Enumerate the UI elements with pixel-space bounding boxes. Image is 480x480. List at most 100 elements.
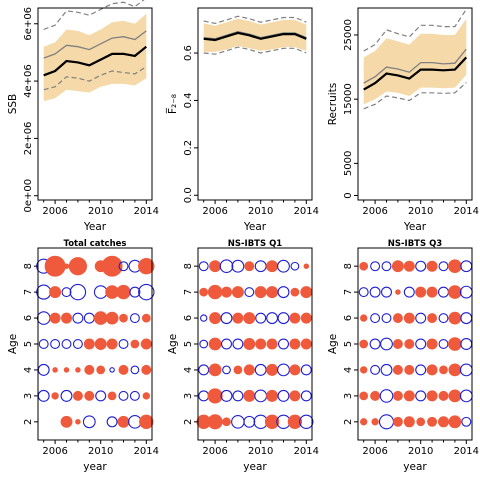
bubble-age6-2010 — [255, 312, 267, 324]
bubble-age7-2014 — [300, 286, 313, 299]
bubble-age8-2006 — [44, 255, 66, 277]
bubble-age8-2007 — [381, 261, 392, 272]
y-tick-label: 6e+06 — [23, 7, 34, 41]
bubble-age2-2012 — [117, 415, 130, 428]
bubble-age5-2014 — [460, 338, 473, 350]
bubble-age2-2009 — [82, 415, 96, 429]
bubble-age5-2011 — [426, 338, 438, 350]
bubble-age5-2014 — [140, 338, 152, 350]
x-axis-label: year — [403, 461, 427, 473]
x-tick-label: 2014 — [294, 446, 319, 457]
x-tick-label: 2010 — [408, 446, 433, 457]
x-tick-label: 2010 — [248, 446, 273, 457]
bubble-age4-2014 — [141, 364, 152, 375]
bubble-age5-2008 — [72, 339, 83, 349]
bubble-age4-2007 — [380, 363, 393, 376]
y-tick-label: 8 — [23, 263, 34, 269]
bubble-age2-2014 — [299, 414, 314, 429]
mean-line — [43, 30, 147, 59]
x-axis-label: Year — [403, 221, 427, 233]
y-tick-label: 8 — [343, 263, 354, 269]
y-tick-label: 6 — [343, 315, 354, 321]
plot-frame — [357, 7, 473, 201]
bubble-age6-2009 — [243, 312, 256, 325]
bubble-age3-2014 — [142, 392, 150, 400]
bubble-age3-2008 — [72, 390, 83, 401]
upper-dashed-line — [203, 15, 307, 25]
bubble-age3-2007 — [379, 389, 394, 403]
y-tick-label: 0e+00 — [23, 179, 34, 213]
bubble-age8-2007 — [63, 263, 70, 269]
bubble-age6-2007 — [60, 312, 72, 324]
bubble-age6-2011 — [266, 312, 279, 325]
bubble-age8-2011 — [266, 260, 279, 273]
bubble-age8-2013 — [290, 261, 300, 271]
bubble-age4-2008 — [392, 364, 403, 375]
bubble-age4-2011 — [109, 367, 115, 373]
panel-2: 2006 2010 2014 Year 0.0 0.2 0.4 0.6 F̅₂₋₈ — [166, 7, 319, 233]
bubble-age7-2010 — [254, 286, 267, 299]
bubble-age2-2008 — [231, 414, 245, 429]
x-tick-label: 2006 — [42, 446, 67, 457]
bubble-age2-2013 — [448, 415, 462, 429]
y-axis-label: F̅₂₋₈ — [166, 94, 179, 114]
bubble-age8-2014 — [138, 257, 155, 275]
bubble-age6-2010 — [415, 312, 427, 324]
bubble-age3-2014 — [459, 389, 473, 403]
x-axis-label: year — [243, 461, 267, 473]
mean-line — [363, 48, 467, 84]
x-axis-label: Year — [83, 221, 107, 233]
x-axis-label: Year — [243, 221, 267, 233]
bubble-age8-2011 — [101, 255, 123, 277]
panel-4: Total catches 2006 2010 2014 year 2 3 4 5 6 7 8 Age — [7, 239, 159, 473]
bubble-age5-2005 — [359, 339, 369, 349]
bubble-age8-2014 — [460, 260, 473, 273]
y-tick-label: 0.4 — [183, 92, 194, 108]
x-tick-label: 2014 — [134, 206, 159, 217]
y-tick-label: 2e+06 — [23, 122, 34, 156]
bubble-age4-2007 — [63, 367, 70, 373]
bubble-age4-2007 — [222, 365, 231, 375]
bubble-age3-2012 — [277, 389, 290, 402]
bubble-age8-2009 — [244, 261, 255, 272]
bubble-age5-2013 — [289, 338, 301, 350]
bubble-age8-2012 — [277, 259, 290, 273]
bubble-age4-2012 — [277, 363, 290, 377]
bubble-age8-2007 — [219, 259, 234, 274]
x-tick-label: 2014 — [454, 206, 479, 217]
bubble-age7-2005 — [358, 287, 369, 298]
bubble-age8-2011 — [426, 260, 438, 272]
y-tick-label: 4 — [343, 367, 354, 373]
bubble-age6-2010 — [93, 311, 108, 325]
bubble-age5-2005 — [38, 339, 49, 349]
panel-title: Total catches — [64, 239, 127, 249]
bubble-age7-2007 — [380, 286, 392, 298]
y-tick-label: 25000 — [343, 19, 354, 51]
bubble-age3-2011 — [266, 389, 279, 402]
x-tick-label: 2014 — [294, 206, 319, 217]
bubble-age6-2005 — [360, 314, 368, 322]
y-tick-label: 5 — [183, 341, 194, 347]
panel-1: 2006 2010 2014 Year 0e+00 2e+06 4e+06 6e+06 SSB — [7, 0, 159, 233]
bubble-age3-2010 — [95, 390, 107, 402]
bubble-age2-2009 — [243, 415, 256, 428]
bubble-age3-2005 — [198, 390, 210, 402]
bubble-age3-2008 — [392, 390, 403, 401]
bubble-age4-2012 — [439, 365, 448, 375]
panel-title: NS-IBTS Q1 — [228, 239, 283, 249]
bubble-age4-2011 — [426, 364, 438, 376]
bubble-age5-2012 — [277, 338, 289, 350]
bubble-age2-2008 — [392, 416, 403, 427]
y-tick-label: 0.0 — [183, 187, 194, 203]
y-tick-label: 4 — [183, 367, 194, 373]
bubble-age7-2014 — [459, 285, 473, 299]
bubble-age2-2010 — [416, 417, 426, 427]
upper-dashed-line — [43, 0, 145, 31]
panel-5: NS-IBTS Q1 2006 2010 2014 year 2 3 4 5 6 7 8 Age — [167, 239, 319, 473]
bubble-age2-2005 — [360, 418, 368, 426]
bubble-age5-2014 — [300, 338, 312, 350]
bubble-age6-2012 — [277, 312, 290, 325]
y-tick-label: 5000 — [343, 151, 354, 176]
bubble-age2-2011 — [106, 416, 118, 428]
